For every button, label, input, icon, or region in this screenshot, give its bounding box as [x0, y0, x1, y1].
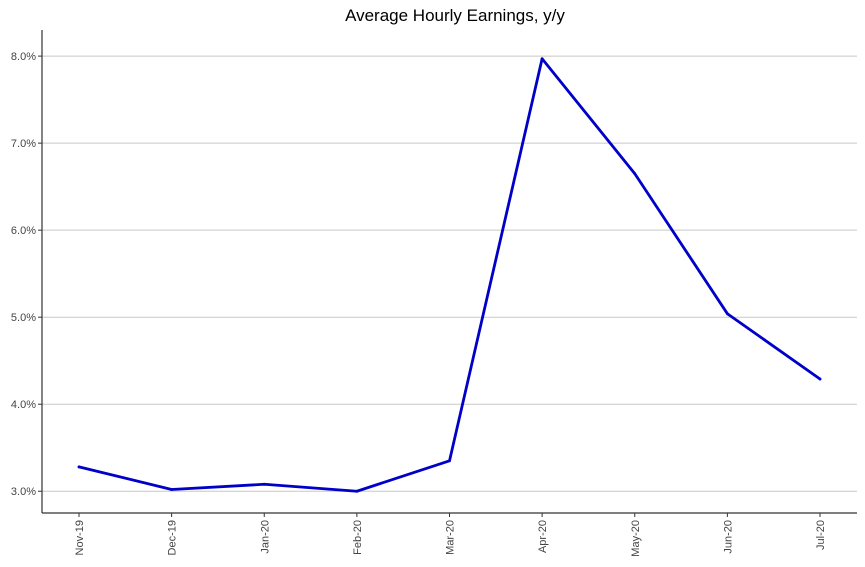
- x-tick-label: Mar-20: [445, 520, 457, 555]
- series-line: [77, 57, 822, 493]
- gridlines: [42, 55, 857, 492]
- data-point: [540, 57, 544, 61]
- x-tick-label: Apr-20: [537, 520, 549, 553]
- x-tick-label: May-20: [630, 520, 642, 557]
- y-tick-label: 8.0%: [11, 51, 36, 63]
- data-point: [355, 489, 359, 493]
- data-point: [170, 488, 174, 491]
- y-tick-label: 3.0%: [11, 486, 36, 498]
- x-tick-label: Jan-20: [259, 520, 271, 554]
- data-point: [262, 482, 266, 486]
- data-point: [818, 377, 822, 381]
- x-tick-label: Feb-20: [352, 520, 364, 555]
- y-tick-label: 4.0%: [11, 399, 36, 411]
- x-axis-ticks: Nov-19 Dec-19 Jan-20 Feb-20 Mar-20 Apr-20 May-…: [74, 513, 827, 557]
- x-tick-label: Dec-19: [167, 520, 179, 555]
- y-tick-label: 5.0%: [11, 312, 36, 324]
- y-axis-ticks: 3.0% 4.0% 5.0% 6.0% 7.0% 8.0%: [11, 51, 42, 498]
- data-point: [725, 312, 729, 316]
- x-tick-label: Jun-20: [722, 520, 734, 554]
- data-point: [633, 172, 637, 175]
- x-tick-label: Nov-19: [74, 520, 86, 555]
- data-point: [448, 459, 451, 463]
- y-tick-label: 7.0%: [11, 138, 36, 150]
- series-group: [77, 57, 822, 493]
- axes: [41, 30, 857, 514]
- x-tick-label: Jul-20: [815, 520, 827, 550]
- chart-title: Average Hourly Earnings, y/y: [345, 6, 565, 25]
- y-tick-label: 6.0%: [11, 225, 36, 237]
- data-point: [77, 465, 81, 469]
